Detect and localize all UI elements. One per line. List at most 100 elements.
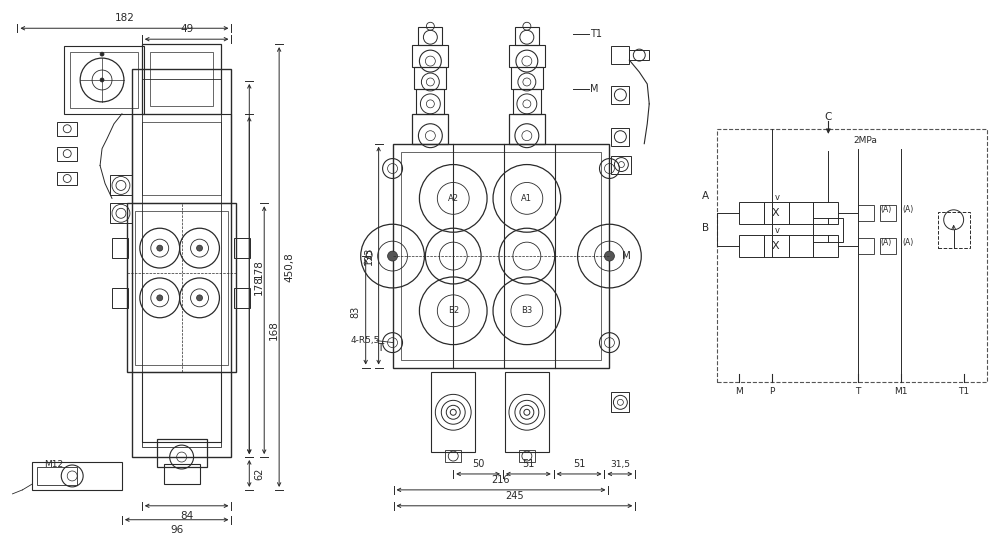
Bar [142, 372, 221, 442]
Bar [519, 450, 535, 462]
Bar [764, 235, 789, 257]
Bar [880, 205, 896, 221]
Bar [505, 372, 549, 452]
Bar [110, 175, 132, 195]
Text: v: v [775, 193, 780, 202]
Text: 51: 51 [573, 459, 585, 469]
Text: C: C [825, 112, 832, 122]
Text: B: B [702, 223, 709, 233]
Bar [611, 128, 629, 146]
Text: 50: 50 [472, 459, 484, 469]
Text: Q: Q [365, 251, 373, 261]
Text: M: M [590, 84, 598, 94]
Circle shape [604, 251, 614, 261]
Bar [418, 27, 442, 45]
Text: (A): (A) [902, 238, 913, 247]
Bar [112, 288, 128, 308]
Bar [511, 67, 543, 89]
Bar [858, 238, 874, 254]
Circle shape [197, 295, 203, 301]
Text: T: T [855, 387, 861, 396]
Text: X: X [772, 241, 779, 251]
Bar [64, 46, 144, 114]
Text: A2: A2 [448, 194, 459, 203]
Bar [412, 45, 448, 67]
Text: M: M [735, 387, 743, 396]
Text: 216: 216 [492, 475, 510, 485]
Bar [110, 203, 132, 223]
Circle shape [197, 245, 203, 251]
Circle shape [388, 251, 398, 261]
Text: 168: 168 [269, 320, 279, 340]
Text: X: X [772, 209, 779, 218]
Bar [57, 122, 77, 136]
Text: B2: B2 [448, 306, 459, 315]
Bar [739, 203, 764, 224]
Bar [412, 114, 448, 144]
Bar [789, 235, 813, 257]
Text: T1: T1 [958, 387, 969, 396]
Text: (A): (A) [902, 205, 913, 214]
Bar [880, 238, 896, 254]
Bar [611, 156, 631, 174]
Bar [37, 467, 77, 485]
Text: 178: 178 [254, 275, 264, 295]
Text: 31,5: 31,5 [610, 460, 630, 469]
Bar [813, 218, 843, 242]
Text: 2MPa: 2MPa [853, 136, 877, 145]
Text: A: A [702, 191, 709, 201]
Bar [813, 203, 838, 224]
Bar [789, 203, 813, 224]
Text: 245: 245 [505, 491, 524, 501]
Bar [611, 46, 629, 64]
Bar [57, 172, 77, 186]
Text: 51: 51 [522, 459, 535, 469]
Bar [393, 144, 609, 368]
Bar [416, 89, 444, 114]
Bar [764, 203, 789, 224]
Bar [70, 52, 138, 108]
Bar [135, 211, 228, 364]
Circle shape [100, 78, 104, 82]
Bar [234, 288, 250, 308]
Text: B3: B3 [521, 306, 532, 315]
Bar [938, 212, 970, 248]
Bar [611, 86, 629, 104]
Circle shape [100, 52, 104, 56]
Text: 182: 182 [114, 13, 134, 23]
Text: 96: 96 [170, 525, 183, 535]
Text: 4-R5,5: 4-R5,5 [351, 336, 380, 345]
Bar [127, 203, 236, 372]
Text: 450,8: 450,8 [284, 252, 294, 282]
Bar [431, 372, 475, 452]
Bar [813, 235, 838, 257]
Text: 62: 62 [254, 468, 264, 479]
Text: 49: 49 [180, 24, 193, 34]
Text: (A): (A) [880, 205, 891, 214]
Bar [112, 238, 128, 258]
Circle shape [157, 295, 163, 301]
Text: A1: A1 [521, 194, 532, 203]
Bar [164, 464, 200, 484]
Bar [629, 50, 649, 60]
Bar [515, 27, 539, 45]
Bar [858, 205, 874, 221]
Bar [739, 235, 764, 257]
Bar [157, 439, 207, 467]
Bar [132, 114, 231, 203]
Bar [509, 45, 545, 67]
Text: T: T [377, 343, 384, 352]
Bar [445, 450, 461, 462]
Text: M: M [622, 251, 631, 261]
Bar [234, 238, 250, 258]
Bar [513, 89, 541, 114]
Bar [401, 151, 601, 359]
Bar [414, 67, 446, 89]
Text: 133: 133 [364, 247, 374, 265]
Text: v: v [775, 226, 780, 235]
Bar [142, 122, 221, 195]
Text: (A): (A) [880, 238, 891, 247]
Bar [717, 129, 987, 382]
Bar [57, 147, 77, 161]
Text: M1: M1 [894, 387, 908, 396]
